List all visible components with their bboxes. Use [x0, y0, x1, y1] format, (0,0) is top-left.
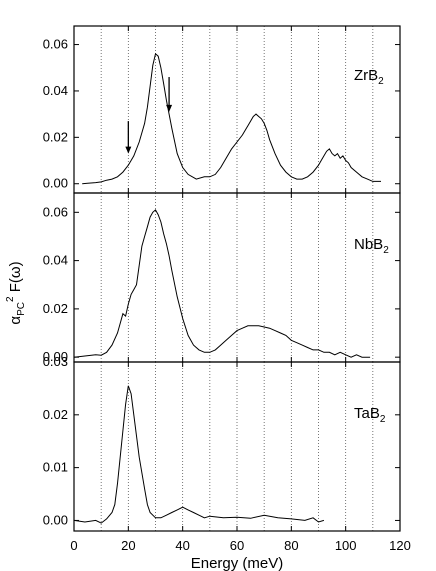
y-tick-label: 0.00	[43, 512, 68, 527]
y-tick-label: 0.06	[43, 37, 68, 52]
series-line-3-1	[73, 385, 325, 524]
x-tick-label: 60	[230, 538, 244, 553]
y-axis-title: αPC2 F(ω)	[5, 261, 27, 324]
y-axis-title-subscript: PC	[16, 302, 27, 316]
arrow-icon	[125, 146, 132, 154]
y-tick-label: 0.02	[43, 301, 68, 316]
series-line-1-1	[82, 52, 381, 185]
x-axis-ticks: 0 20 40 60 80 100 120	[70, 538, 410, 553]
x-tick-label: 0	[70, 538, 77, 553]
y-tick-label: 0.04	[43, 83, 68, 98]
x-tick-label: 100	[335, 538, 357, 553]
y-tick-label: 0.01	[43, 460, 68, 475]
x-tick-label: 120	[389, 538, 411, 553]
y-tick-label: 0.06	[43, 204, 68, 219]
x-tick-label: 40	[175, 538, 189, 553]
panel-3: 0.00 0.01 0.02 0.03 TaB2	[43, 354, 401, 532]
panel-label-1-subscript: 2	[378, 76, 384, 87]
panel-label-2: NbB2	[354, 236, 389, 256]
panel-1: 0.00 0.02 0.04 0.06 ZrB2	[43, 25, 401, 194]
y-tick-label: 0.00	[43, 349, 68, 364]
arrow-icon	[166, 104, 173, 112]
x-axis-title: Energy (meV)	[191, 555, 284, 571]
x-tick-label: 80	[284, 538, 298, 553]
x-tick-label: 20	[121, 538, 135, 553]
y-tick-label: 0.02	[43, 407, 68, 422]
y-tick-label: 0.03	[43, 354, 68, 369]
chart-panels: 0.00 0.02 0.04 0.06 ZrB2 0.00 0.02 0.04 0.06 NbB2…	[43, 25, 401, 532]
y-tick-label: 0.00	[43, 176, 68, 191]
y-tick-label: 0.04	[43, 253, 68, 268]
y-axis-title-superscript: 2	[5, 296, 16, 302]
panel-label-2-subscript: 2	[383, 245, 389, 256]
y-tick-label: 0.02	[43, 129, 68, 144]
panel-2: 0.00 0.02 0.04 0.06 NbB2	[43, 192, 401, 364]
panel-label-3: TaB2	[354, 405, 386, 425]
panel-label-3-subscript: 2	[380, 414, 386, 425]
panel-label-1: ZrB2	[354, 67, 384, 87]
y-axis-title-rest: F(ω)	[7, 261, 24, 296]
series-line-2-1	[73, 209, 371, 358]
